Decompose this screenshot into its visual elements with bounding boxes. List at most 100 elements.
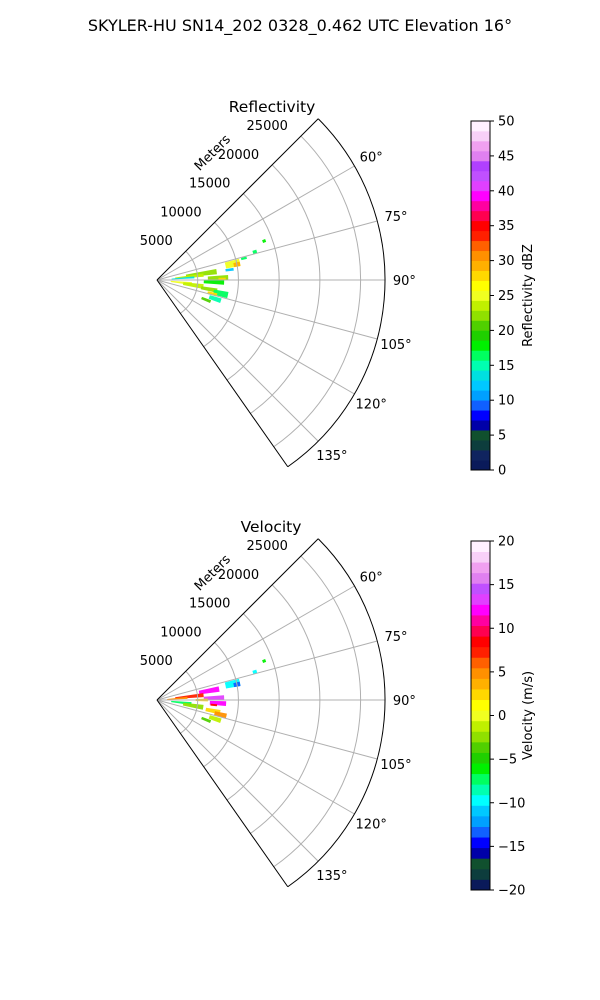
echo-cell xyxy=(218,277,226,280)
radial-tick-label: 5000 xyxy=(140,234,173,249)
azimuth-gridline xyxy=(156,220,378,281)
radial-tick-label: 25000 xyxy=(247,539,288,554)
range-ring xyxy=(180,250,199,314)
colorbar-segment xyxy=(471,440,490,451)
colorbar-segment xyxy=(471,837,490,849)
colorbar-segment xyxy=(471,330,490,341)
azimuth-tick-label: 60° xyxy=(360,150,383,165)
figure-suptitle: SKYLER-HU SN14_202 0328_0.462 UTC Elevat… xyxy=(88,16,512,36)
colorbar-tick-label: 0 xyxy=(498,464,506,479)
colorbar-segment xyxy=(471,430,490,441)
sector-outer-arc xyxy=(287,538,386,888)
azimuth-gridline xyxy=(156,165,355,281)
colorbar-segment xyxy=(471,689,490,701)
colorbar-segment xyxy=(471,150,490,162)
echo-cell xyxy=(203,280,225,285)
radial-tick-label: 20000 xyxy=(218,568,259,583)
azimuth-tick-label: 60° xyxy=(360,570,383,585)
colorbar-tick-label: 20 xyxy=(498,535,515,550)
echo-cell xyxy=(240,256,247,261)
echo-cell xyxy=(201,716,212,724)
echo-cell xyxy=(182,702,204,710)
colorbar-segment xyxy=(471,551,490,563)
colorbar-tick-label: 15 xyxy=(498,578,515,593)
radial-tick-label: 10000 xyxy=(160,625,201,640)
echo-cell xyxy=(214,711,227,719)
colorbar-segment xyxy=(471,140,490,152)
colorbar-segment xyxy=(471,794,490,806)
azimuth-tick-label: 90° xyxy=(393,274,416,289)
radial-tick-label: 5000 xyxy=(140,654,173,669)
colorbar-segment xyxy=(471,240,490,252)
colorbar-segment xyxy=(471,280,490,291)
colorbar-segment xyxy=(471,572,490,584)
colorbar-segment xyxy=(471,541,490,552)
azimuth-gridline xyxy=(156,699,378,760)
azimuth-gridline xyxy=(156,699,355,815)
echo-cell xyxy=(167,696,188,700)
colorbar-segment xyxy=(471,593,490,605)
azimuth-tick-label: 120° xyxy=(356,818,387,833)
echo-layer xyxy=(167,659,267,724)
colorbar-segment xyxy=(471,260,490,271)
colorbar-segment xyxy=(471,270,490,281)
colorbar-segment xyxy=(471,657,490,669)
colorbar-segment xyxy=(471,250,490,261)
colorbar-segment xyxy=(471,170,490,182)
colorbar-segment xyxy=(471,300,490,311)
azimuth-gridline xyxy=(156,585,355,701)
echo-cell xyxy=(212,289,229,299)
colorbar-segment xyxy=(471,210,490,222)
colorbar-segment xyxy=(471,763,490,775)
colorbar-segment xyxy=(471,200,490,212)
azimuth-tick-label: 105° xyxy=(380,338,411,353)
colorbar-tick-label: −20 xyxy=(498,884,525,899)
colorbar-segment xyxy=(471,604,490,616)
colorbar-tick-label: −10 xyxy=(498,796,525,811)
colorbar-tick-label: 35 xyxy=(498,219,515,234)
range-ring xyxy=(273,135,361,448)
colorbar-segment xyxy=(471,667,490,679)
colorbar-tick-label: −5 xyxy=(498,753,517,768)
azimuth-gridline xyxy=(156,279,378,340)
colorbar-label: Velocity (m/s) xyxy=(521,671,536,760)
colorbar-segment xyxy=(471,562,490,574)
colorbar-tick-label: 50 xyxy=(498,115,515,130)
echo-cell xyxy=(200,286,218,293)
range-ring xyxy=(250,584,321,834)
azimuth-tick-label: 135° xyxy=(316,869,347,884)
range-ring xyxy=(203,642,239,768)
colorbar-segment xyxy=(471,868,490,880)
colorbar-segment xyxy=(471,450,490,461)
echo-cell xyxy=(182,282,204,289)
colorbar-segment xyxy=(471,805,490,817)
range-ring xyxy=(250,164,321,414)
colorbar-segment xyxy=(471,879,490,891)
colorbar-tick-label: 0 xyxy=(498,709,506,724)
sector-edge-right xyxy=(156,279,289,468)
colorbar-segment xyxy=(471,858,490,870)
azimuth-tick-label: 120° xyxy=(356,398,387,413)
sector-edge-right xyxy=(156,699,289,888)
colorbar-segment xyxy=(471,310,490,321)
colorbar-segment xyxy=(471,130,490,142)
colorbar-segment xyxy=(471,290,490,301)
colorbar-tick-label: −15 xyxy=(498,840,525,855)
radial-tick-label: 10000 xyxy=(160,205,201,220)
colorbar-segment xyxy=(471,731,490,743)
colorbar-tick-label: 40 xyxy=(498,184,515,199)
sector-outer-arc xyxy=(287,118,386,468)
colorbar-segment xyxy=(471,400,490,411)
colorbar-tick-label: 30 xyxy=(498,254,515,269)
colorbar-segment xyxy=(471,220,490,232)
colorbar-segment xyxy=(471,815,490,827)
echo-cell xyxy=(208,715,222,723)
colorbar-segment xyxy=(471,360,490,371)
echo-cell xyxy=(210,703,218,707)
colorbar-segment xyxy=(471,625,490,637)
azimuth-tick-label: 105° xyxy=(380,758,411,773)
colorbar-segment xyxy=(471,678,490,690)
